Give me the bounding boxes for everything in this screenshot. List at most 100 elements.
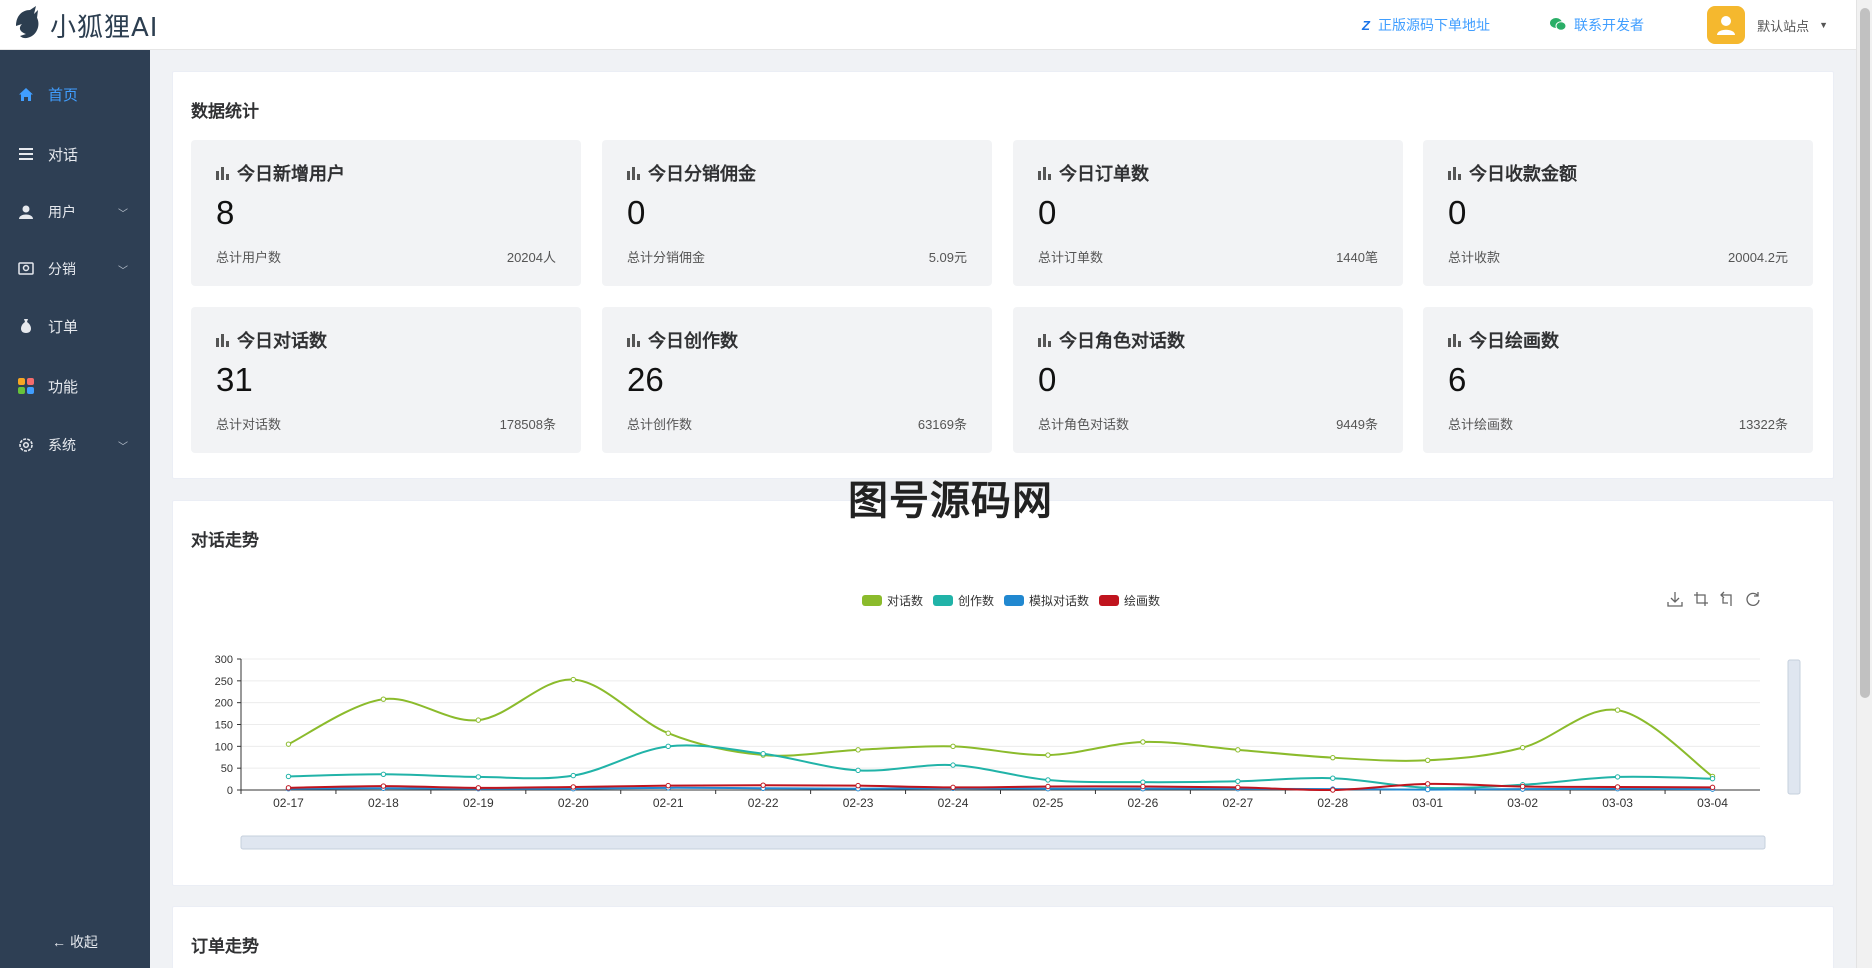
series-point bbox=[950, 784, 956, 791]
stat-card: 今日收款金额 0 总计收款 20004.2元 bbox=[1423, 140, 1813, 286]
sidebar-item-features[interactable]: 功能 bbox=[0, 361, 150, 411]
sidebar-item-users[interactable]: 用户 ﹀ bbox=[0, 187, 150, 237]
stat-card-title-text: 今日新增用户 bbox=[237, 164, 345, 184]
sidebar-item-label: 功能 bbox=[48, 378, 79, 396]
legend-item[interactable]: 模拟对话数 bbox=[1004, 592, 1089, 609]
series-point bbox=[1235, 747, 1241, 753]
stat-card-title-text: 今日创作数 bbox=[648, 331, 738, 351]
stat-card-total-label: 总计分销佣金 bbox=[627, 250, 706, 265]
stat-card-total-label: 总计用户数 bbox=[216, 250, 282, 265]
avatar bbox=[1707, 6, 1746, 44]
y-tick-label: 50 bbox=[221, 763, 233, 775]
x-tick-label: 02-20 bbox=[558, 796, 589, 810]
sidebar-item-chat[interactable]: 对话 bbox=[0, 129, 150, 179]
x-tick-label: 02-27 bbox=[1222, 796, 1253, 810]
x-tick-label: 03-03 bbox=[1602, 796, 1633, 810]
app-logo[interactable]: 小狐狸AI bbox=[12, 6, 158, 44]
bar-chart-icon bbox=[627, 166, 640, 180]
series-line bbox=[288, 782, 1713, 792]
z-icon: Z bbox=[1362, 17, 1370, 33]
source-order-link[interactable]: Z 正版源码下单地址 bbox=[1362, 15, 1490, 35]
scrollbar-thumb[interactable] bbox=[1860, 8, 1870, 698]
series-point bbox=[285, 785, 292, 791]
user-menu[interactable]: 默认站点 ▼ bbox=[1707, 6, 1828, 44]
series-point bbox=[760, 751, 766, 757]
stat-card-total-value: 20204人 bbox=[506, 250, 556, 265]
x-tick-label: 02-23 bbox=[843, 796, 874, 810]
y-tick-label: 0 bbox=[227, 785, 233, 797]
series-point bbox=[380, 696, 387, 702]
page-scrollbar[interactable] bbox=[1856, 0, 1872, 968]
stat-card-title: 今日对话数 bbox=[216, 327, 327, 353]
download-icon[interactable] bbox=[1666, 590, 1683, 607]
series-point bbox=[475, 785, 482, 791]
legend-item[interactable]: 对话数 bbox=[862, 592, 923, 609]
stat-card-value: 26 bbox=[627, 361, 664, 398]
stat-card-total-value: 9449条 bbox=[1336, 417, 1378, 432]
series-point bbox=[1519, 744, 1526, 751]
bar-chart-icon bbox=[1038, 333, 1051, 347]
series-point bbox=[570, 772, 576, 779]
series-point bbox=[1330, 775, 1336, 781]
refresh-icon[interactable] bbox=[1744, 590, 1761, 607]
stat-card-total-label: 总计订单数 bbox=[1038, 250, 1104, 265]
bar-chart-icon bbox=[1448, 333, 1461, 347]
series-point bbox=[285, 741, 292, 747]
stat-card-title-text: 今日收款金额 bbox=[1469, 164, 1577, 184]
contact-developer-link[interactable]: 联系开发者 bbox=[1550, 15, 1644, 35]
sidebar-item-system[interactable]: 系统 ﹀ bbox=[0, 420, 150, 470]
stat-card-title-text: 今日分销佣金 bbox=[648, 164, 756, 184]
series-point bbox=[665, 730, 671, 736]
home-icon bbox=[18, 86, 34, 102]
legend-item[interactable]: 创作数 bbox=[933, 592, 994, 609]
stat-card-title-text: 今日对话数 bbox=[237, 331, 327, 351]
x-tick-label: 02-21 bbox=[653, 796, 684, 810]
x-tick-label: 02-22 bbox=[748, 796, 779, 810]
series-point bbox=[380, 771, 387, 777]
stat-card-title: 今日分销佣金 bbox=[627, 160, 756, 186]
series-line bbox=[288, 678, 1714, 778]
series-point bbox=[1709, 775, 1716, 782]
x-tick-label: 02-18 bbox=[368, 796, 399, 810]
stat-card-value: 0 bbox=[627, 194, 646, 231]
legend-label: 创作数 bbox=[958, 594, 995, 608]
contact-developer-label: 联系开发者 bbox=[1574, 17, 1644, 33]
series-point bbox=[855, 747, 861, 753]
sidebar-item-home[interactable]: 首页 bbox=[0, 69, 150, 119]
x-tick-label: 02-24 bbox=[938, 796, 969, 810]
legend-item[interactable]: 绘画数 bbox=[1099, 592, 1160, 609]
stat-card-value: 8 bbox=[216, 194, 235, 231]
series-point bbox=[665, 782, 671, 789]
series-point bbox=[1045, 752, 1051, 758]
sidebar-item-orders[interactable]: 订单 bbox=[0, 301, 150, 351]
series-line bbox=[288, 744, 1713, 790]
legend-label: 模拟对话数 bbox=[1029, 594, 1090, 608]
stat-card-value: 0 bbox=[1038, 361, 1057, 398]
collapse-sidebar-button[interactable]: ← 收起 bbox=[0, 932, 150, 952]
sidebar-item-distribution[interactable]: 分销 ﹀ bbox=[0, 244, 150, 294]
distribution-icon bbox=[18, 261, 34, 277]
series-point bbox=[285, 773, 292, 780]
stat-card-value: 6 bbox=[1448, 361, 1467, 398]
stat-card-title: 今日新增用户 bbox=[216, 160, 345, 186]
legend-swatch bbox=[1004, 595, 1025, 606]
user-avatar-icon bbox=[1717, 16, 1736, 35]
series-point bbox=[380, 783, 387, 789]
stat-card-value: 0 bbox=[1448, 194, 1467, 231]
legend-label: 对话数 bbox=[887, 594, 924, 608]
stat-card-total-value: 5.09元 bbox=[928, 250, 967, 265]
zoom-icon[interactable] bbox=[1692, 590, 1709, 607]
sidebar-item-label: 首页 bbox=[48, 86, 79, 104]
zoom-reset-icon[interactable] bbox=[1718, 590, 1735, 607]
series-point bbox=[1140, 783, 1146, 790]
series-point bbox=[1614, 707, 1621, 713]
stat-card-title: 今日绘画数 bbox=[1448, 327, 1559, 353]
series-point bbox=[1614, 784, 1621, 790]
series-point bbox=[1330, 787, 1336, 793]
legend-label: 绘画数 bbox=[1124, 594, 1161, 608]
stat-card-total-label: 总计收款 bbox=[1448, 250, 1501, 265]
series-point bbox=[665, 743, 671, 750]
stat-card: 今日对话数 31 总计对话数 178508条 bbox=[191, 307, 581, 453]
series-point bbox=[1330, 754, 1336, 761]
chevron-down-icon: ﹀ bbox=[118, 441, 128, 453]
